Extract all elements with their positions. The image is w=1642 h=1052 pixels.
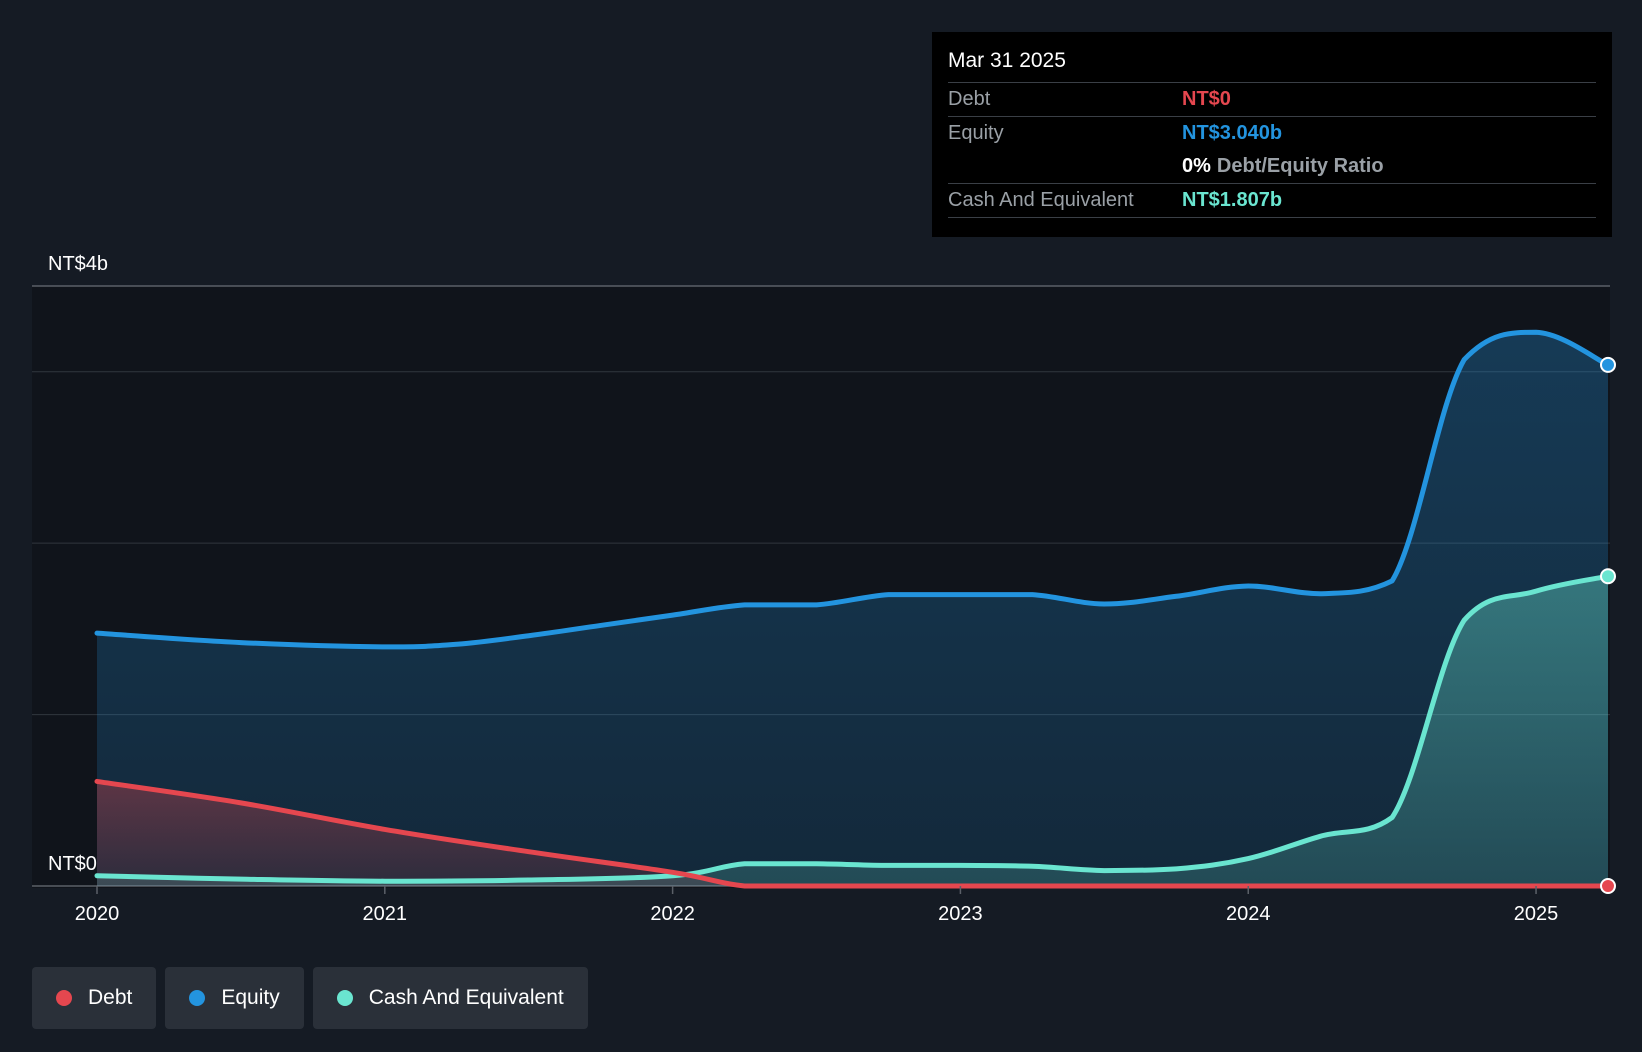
tooltip-cash-value: NT$1.807b [1182,189,1283,211]
debt-area [97,781,1608,886]
y-tick-label-top: NT$4b [48,253,108,275]
debt-dot-icon [56,990,72,1006]
tooltip-ratio-label: Debt/Equity Ratio [1216,155,1384,177]
equity-line [94,329,1611,650]
equity-area [97,332,1608,886]
legend-label-debt: Debt [88,986,133,1009]
tooltip-cash-row: Cash And Equivalent NT$1.807b [948,183,1596,218]
legend: Debt Equity Cash And Equivalent [32,967,588,1029]
tooltip-debt-row: Debt NT$0 [948,82,1596,116]
tooltip-ratio-value: 0% [1182,155,1211,177]
tooltip: Mar 31 2025 Debt NT$0 Equity NT$3.040b 0… [932,32,1612,237]
tooltip-equity-label: Equity [948,122,1004,144]
equity-endpoint[interactable] [1600,356,1616,373]
x-tick-label: 2023 [938,903,983,925]
equity-dot-icon [189,990,206,1006]
legend-item-debt[interactable]: Debt [32,967,157,1029]
tooltip-debt-value: NT$0 [1182,88,1231,110]
x-tick-label: 2025 [1514,903,1559,925]
legend-label-equity: Equity [221,986,280,1009]
tooltip-ratio-row: 0% Debt/Equity Ratio [948,150,1596,183]
x-tick-label: 2022 [650,903,695,925]
tooltip-cash-label: Cash And Equivalent [948,189,1134,211]
legend-item-cash[interactable]: Cash And Equivalent [312,967,588,1029]
tooltip-debt-label: Debt [948,88,991,110]
x-tick-label: 2021 [363,903,408,925]
x-tick-label: 2024 [1226,903,1271,925]
debt-line [94,778,1611,889]
debt-endpoint[interactable] [1600,878,1616,894]
y-tick-label-zero: NT$0 [48,853,97,875]
cash-area [97,576,1608,886]
cash-line [94,573,1611,884]
x-tick-label: 2020 [75,903,120,925]
tooltip-equity-value: NT$3.040b [1182,122,1283,144]
tooltip-date: Mar 31 2025 [948,49,1066,72]
cash-endpoint[interactable] [1600,568,1616,585]
cash-dot-icon [336,990,353,1006]
legend-item-equity[interactable]: Equity [165,967,304,1029]
legend-label-cash: Cash And Equivalent [368,986,564,1009]
tooltip-equity-row: Equity NT$3.040b [948,116,1596,150]
